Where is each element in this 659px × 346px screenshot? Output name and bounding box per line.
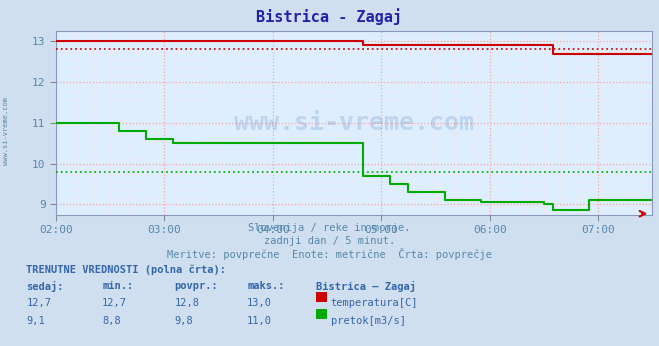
Text: povpr.:: povpr.: [175,281,218,291]
Text: Bistrica – Zagaj: Bistrica – Zagaj [316,281,416,292]
Text: maks.:: maks.: [247,281,285,291]
Text: www.si-vreme.com: www.si-vreme.com [3,98,9,165]
Text: Bistrica - Zagaj: Bistrica - Zagaj [256,9,403,26]
Text: 8,8: 8,8 [102,316,121,326]
Text: TRENUTNE VREDNOSTI (polna črta):: TRENUTNE VREDNOSTI (polna črta): [26,265,226,275]
Text: 12,7: 12,7 [102,298,127,308]
Text: Meritve: povprečne  Enote: metrične  Črta: povprečje: Meritve: povprečne Enote: metrične Črta:… [167,248,492,261]
Text: sedaj:: sedaj: [26,281,64,292]
Text: 11,0: 11,0 [247,316,272,326]
Text: 9,8: 9,8 [175,316,193,326]
Text: 9,1: 9,1 [26,316,45,326]
Text: 12,8: 12,8 [175,298,200,308]
Text: zadnji dan / 5 minut.: zadnji dan / 5 minut. [264,236,395,246]
Text: Slovenija / reke in morje.: Slovenija / reke in morje. [248,223,411,233]
Text: www.si-vreme.com: www.si-vreme.com [234,111,474,135]
Text: 12,7: 12,7 [26,298,51,308]
Text: 13,0: 13,0 [247,298,272,308]
Text: temperatura[C]: temperatura[C] [331,298,418,308]
Text: min.:: min.: [102,281,133,291]
Text: pretok[m3/s]: pretok[m3/s] [331,316,406,326]
